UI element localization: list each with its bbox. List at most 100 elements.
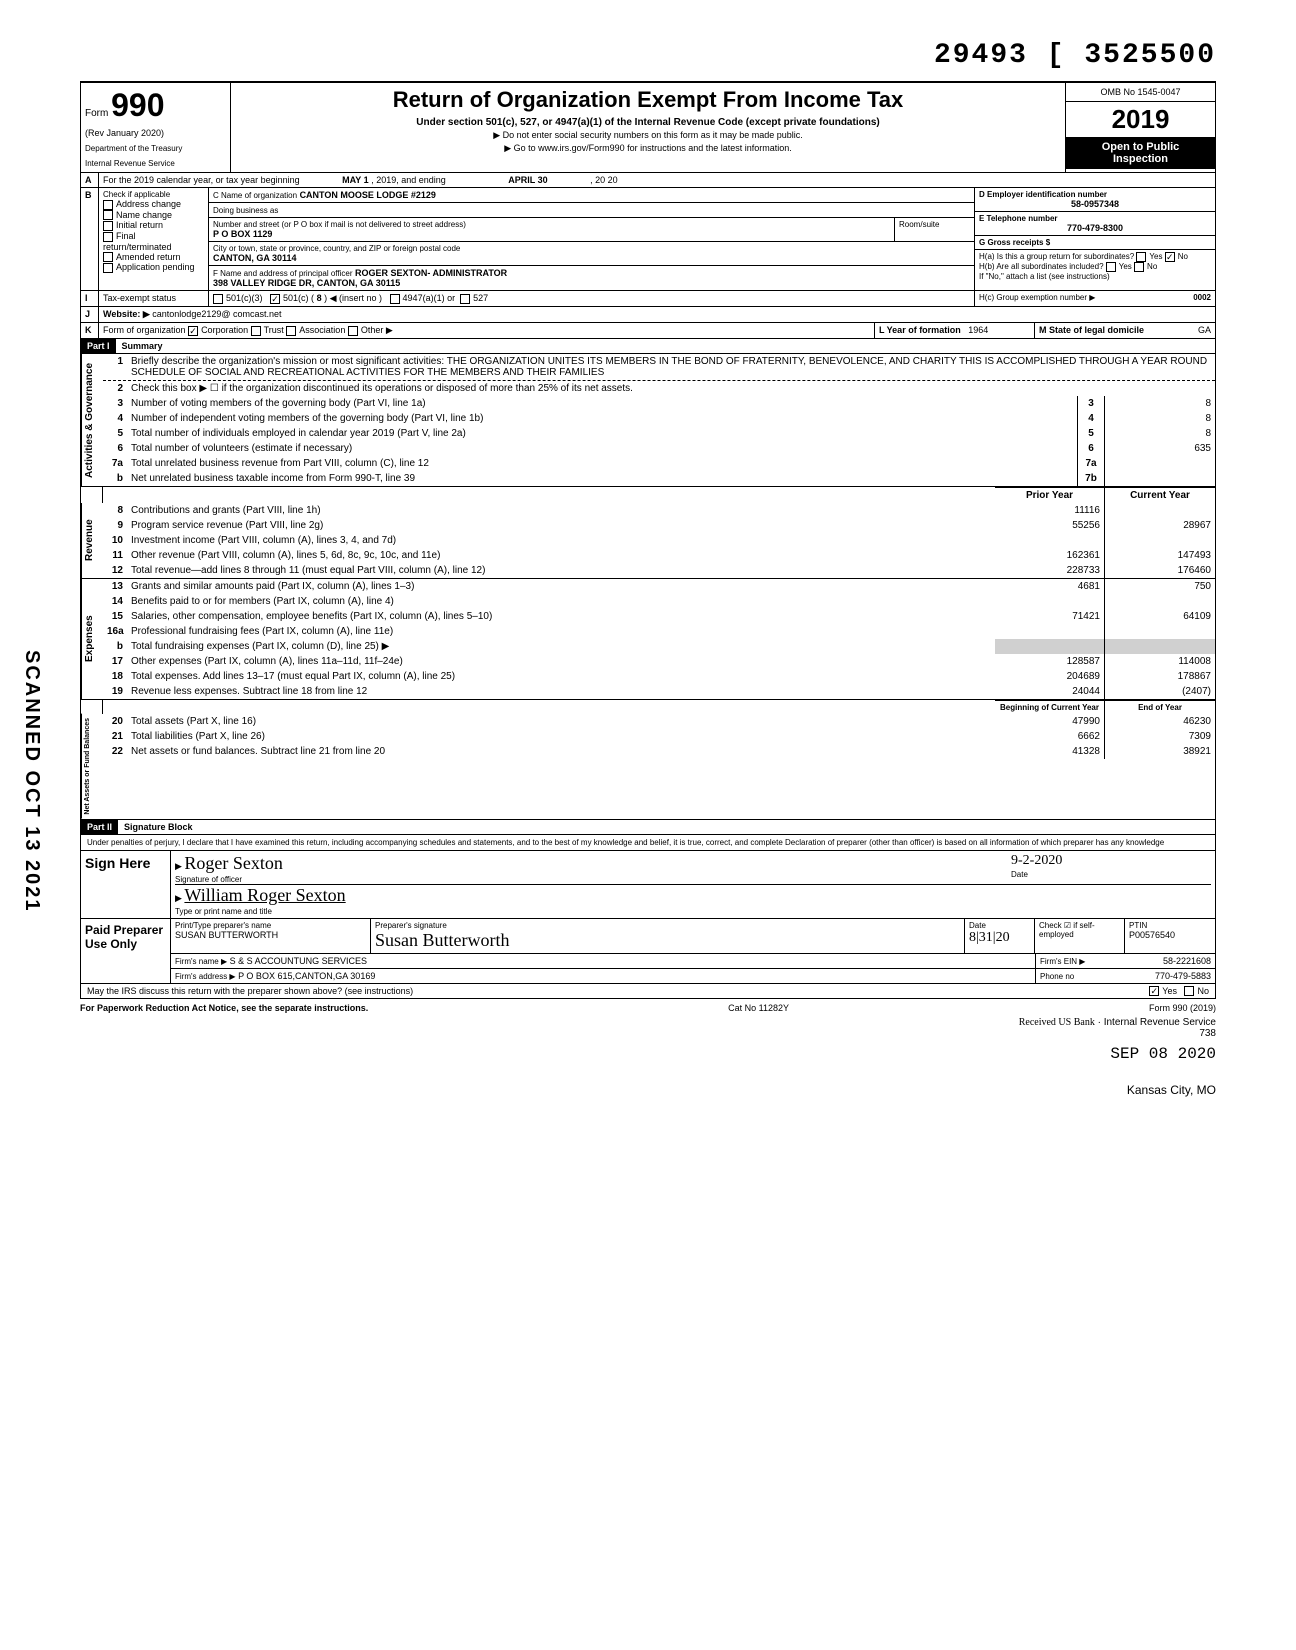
l7a-desc: Total unrelated business revenue from Pa…	[127, 456, 1077, 471]
g-label: G Gross receipts $	[975, 236, 1215, 250]
section-revenue: Revenue	[81, 503, 103, 578]
chk-501c[interactable]: ✓	[270, 294, 280, 304]
chk-final-return[interactable]	[103, 232, 113, 242]
revenue-prior	[995, 533, 1105, 548]
hc-val: 0002	[1193, 293, 1211, 302]
line-a-end: APRIL 30	[508, 175, 547, 185]
revenue-current	[1105, 503, 1215, 518]
netasset-num: 20	[103, 714, 127, 729]
l7b-num: b	[103, 471, 127, 486]
expense-desc: Salaries, other compensation, employee b…	[127, 609, 995, 624]
prep-sig-label: Preparer's signature	[375, 921, 960, 930]
l3-desc: Number of voting members of the governin…	[127, 396, 1077, 411]
officer-printed-name: William Roger Sexton	[184, 885, 345, 905]
chk-other[interactable]	[348, 326, 358, 336]
e-label: E Telephone number	[979, 214, 1211, 223]
discuss-no: No	[1197, 986, 1209, 996]
c-label: C Name of organization	[213, 191, 297, 200]
ha-yes: Yes	[1149, 252, 1162, 261]
l6-num: 6	[103, 441, 127, 456]
expense-current	[1105, 639, 1215, 654]
chk-527[interactable]	[460, 294, 470, 304]
netasset-desc: Net assets or fund balances. Subtract li…	[127, 744, 995, 759]
l7b-val	[1105, 471, 1215, 486]
opt-501c3: 501(c)(3)	[226, 293, 263, 303]
part1-title: Summary	[116, 339, 169, 353]
prep-date-label: Date	[969, 921, 1030, 930]
revenue-desc: Program service revenue (Part VIII, line…	[127, 518, 995, 533]
opt-527: 527	[473, 293, 488, 303]
omb-number: OMB No 1545-0047	[1066, 83, 1215, 102]
netasset-prior: 47990	[995, 714, 1105, 729]
revenue-current: 176460	[1105, 563, 1215, 578]
dept-treasury: Department of the Treasury	[85, 144, 226, 153]
section-expenses: Expenses	[81, 579, 103, 699]
firm-phone: 770-479-5883	[1155, 971, 1211, 981]
expense-row: 16aProfessional fundraising fees (Part I…	[103, 624, 1215, 639]
firm-name-label: Firm's name ▶	[175, 957, 227, 966]
line-a-begin: MAY 1	[342, 175, 369, 185]
dba-label: Doing business as	[213, 206, 278, 215]
l7a-num: 7a	[103, 456, 127, 471]
line-j-label: Website: ▶	[103, 309, 150, 319]
firm-phone-label: Phone no	[1040, 972, 1074, 981]
ptin: P00576540	[1129, 930, 1175, 940]
revenue-desc: Other revenue (Part VIII, column (A), li…	[127, 548, 995, 563]
footer-cat: Cat No 11282Y	[728, 1003, 789, 1013]
expense-num: 17	[103, 654, 127, 669]
l-val: 1964	[968, 325, 988, 335]
revenue-num: 9	[103, 518, 127, 533]
revenue-prior: 228733	[995, 563, 1105, 578]
chk-discuss-no[interactable]	[1184, 986, 1194, 996]
part2-header: Part II	[81, 820, 118, 834]
discuss-question: May the IRS discuss this return with the…	[87, 986, 413, 996]
chk-corp[interactable]: ✓	[188, 326, 198, 336]
netasset-prior: 41328	[995, 744, 1105, 759]
form-title: Return of Organization Exempt From Incom…	[235, 87, 1061, 113]
revenue-current: 28967	[1105, 518, 1215, 533]
chk-discuss-yes[interactable]: ✓	[1149, 986, 1159, 996]
expense-desc: Total expenses. Add lines 13–17 (must eq…	[127, 669, 995, 684]
firm-addr: P O BOX 615,CANTON,GA 30169	[238, 971, 375, 981]
chk-application-pending[interactable]	[103, 263, 113, 273]
chk-name-change[interactable]	[103, 210, 113, 220]
hb-note: If "No," attach a list (see instructions…	[979, 272, 1110, 281]
line-i-label: Tax-exempt status	[99, 291, 209, 306]
chk-4947[interactable]	[390, 294, 400, 304]
expense-num: 14	[103, 594, 127, 609]
l4-num: 4	[103, 411, 127, 426]
netasset-num: 22	[103, 744, 127, 759]
expense-current: 750	[1105, 579, 1215, 594]
expense-prior	[995, 594, 1105, 609]
chk-ha-yes[interactable]	[1136, 252, 1146, 262]
netasset-row: 22Net assets or fund balances. Subtract …	[103, 744, 1215, 759]
chk-501c3[interactable]	[213, 294, 223, 304]
chk-initial-return[interactable]	[103, 221, 113, 231]
col-eoy: End of Year	[1105, 700, 1215, 714]
footer-form: Form 990 (2019)	[1149, 1003, 1216, 1013]
revenue-desc: Investment income (Part VIII, column (A)…	[127, 533, 995, 548]
revenue-prior: 162361	[995, 548, 1105, 563]
l5-desc: Total number of individuals employed in …	[127, 426, 1077, 441]
opt-4947: 4947(a)(1) or	[403, 293, 456, 303]
opt-corp: Corporation	[201, 325, 248, 335]
sign-date: 9-2-2020	[1011, 853, 1062, 868]
chk-address-change[interactable]	[103, 200, 113, 210]
chk-assoc[interactable]	[286, 326, 296, 336]
stamp-received: Received US Bank	[1019, 1017, 1095, 1028]
line-a-endyr: , 20 20	[590, 175, 618, 185]
firm-ein: 58-2221608	[1163, 956, 1211, 966]
prep-signature: Susan Butterworth	[375, 930, 510, 950]
chk-hb-no[interactable]	[1134, 262, 1144, 272]
line-b-label: Check if applicable	[103, 190, 204, 199]
chk-amended-return[interactable]	[103, 252, 113, 262]
part1-header: Part I	[81, 339, 116, 353]
chk-ha-no[interactable]: ✓	[1165, 252, 1175, 262]
revenue-desc: Contributions and grants (Part VIII, lin…	[127, 503, 995, 518]
opt-trust: Trust	[264, 325, 284, 335]
expense-num: 19	[103, 684, 127, 699]
discuss-yes: Yes	[1162, 986, 1177, 996]
chk-hb-yes[interactable]	[1106, 262, 1116, 272]
opt-name-change: Name change	[116, 210, 172, 220]
chk-trust[interactable]	[251, 326, 261, 336]
